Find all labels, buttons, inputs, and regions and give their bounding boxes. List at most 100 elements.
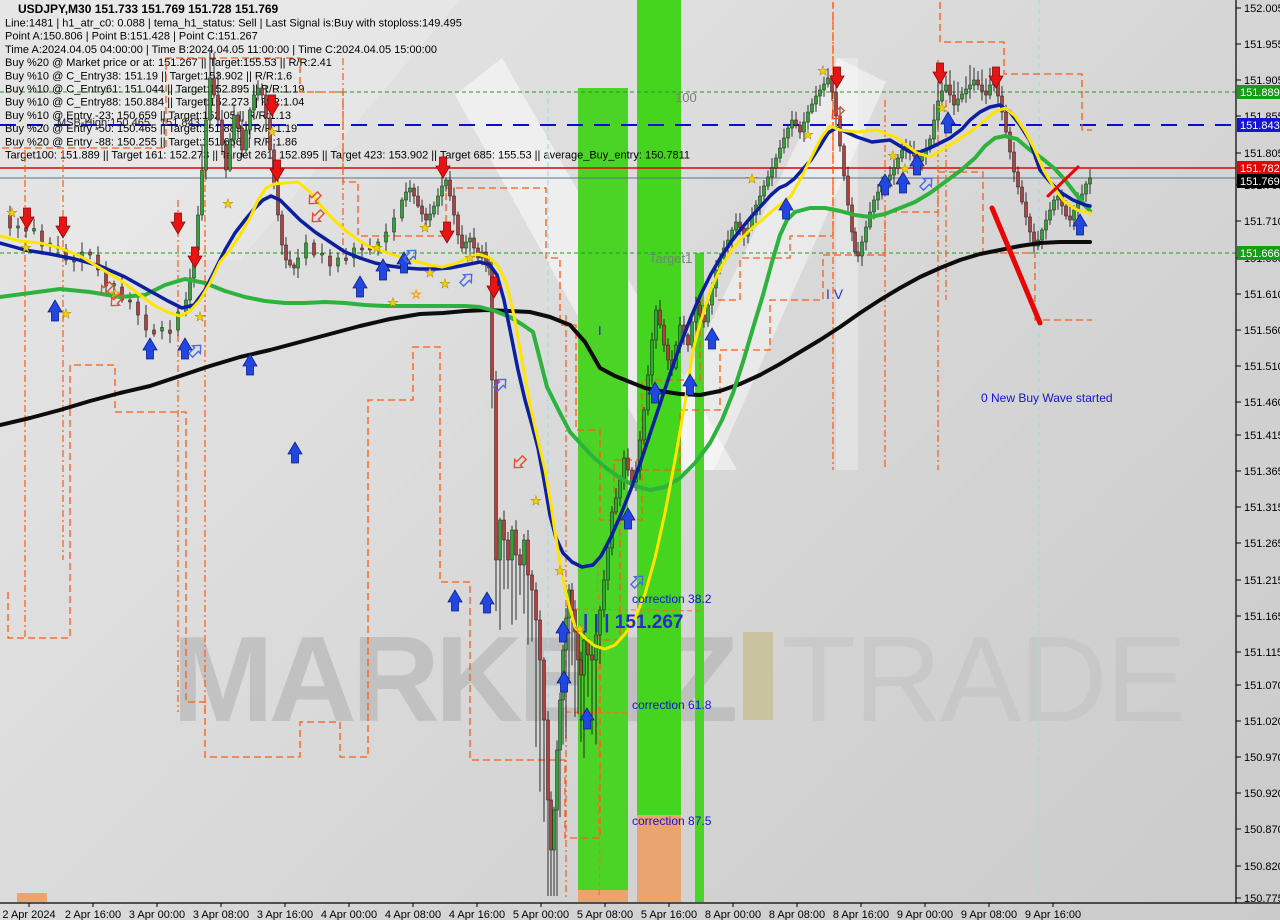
price-axis-label[interactable]: 152.005: [1244, 3, 1280, 15]
price-axis-label[interactable]: 150.970: [1244, 752, 1280, 764]
candle-body[interactable]: [456, 214, 460, 236]
buy-arrow-icon[interactable]: [555, 620, 571, 643]
price-axis-label[interactable]: 151.365: [1244, 466, 1280, 478]
price-axis-label[interactable]: 151.070: [1244, 680, 1280, 692]
candle-body[interactable]: [794, 119, 798, 126]
time-axis-label[interactable]: 5 Apr 00:00: [513, 909, 569, 920]
candle-body[interactable]: [606, 547, 610, 581]
buy-arrow-icon[interactable]: [877, 173, 893, 196]
buy-arrow-icon[interactable]: [47, 299, 63, 322]
price-axis-label[interactable]: 151.905: [1244, 75, 1280, 87]
candle-body[interactable]: [424, 213, 428, 221]
candle-body[interactable]: [292, 264, 296, 269]
time-axis-label[interactable]: 9 Apr 08:00: [961, 909, 1017, 920]
buy-arrow-icon[interactable]: [940, 111, 956, 134]
candle-body[interactable]: [244, 129, 248, 151]
candle-body[interactable]: [549, 799, 553, 851]
sell-arrow-icon[interactable]: [932, 62, 948, 85]
price-axis-label[interactable]: 150.920: [1244, 788, 1280, 800]
candle-body[interactable]: [822, 83, 826, 91]
candle-body[interactable]: [1088, 177, 1092, 185]
candle-body[interactable]: [1008, 131, 1012, 153]
candle-body[interactable]: [296, 257, 300, 269]
candle-body[interactable]: [168, 329, 172, 334]
candle-body[interactable]: [32, 228, 36, 232]
candle-body[interactable]: [552, 809, 556, 851]
candle-body[interactable]: [964, 88, 968, 95]
price-axis-label[interactable]: 151.265: [1244, 538, 1280, 550]
candle-body[interactable]: [984, 90, 988, 96]
candle-body[interactable]: [464, 241, 468, 249]
candle-body[interactable]: [518, 554, 522, 566]
candle-body[interactable]: [336, 257, 340, 267]
candle-body[interactable]: [842, 145, 846, 177]
ma-yellow[interactable]: [0, 106, 1092, 651]
candle-body[interactable]: [392, 217, 396, 233]
candle-body[interactable]: [220, 119, 224, 146]
candle-body[interactable]: [1048, 209, 1052, 221]
price-axis-label[interactable]: 151.560: [1244, 325, 1280, 337]
candle-body[interactable]: [542, 659, 546, 721]
candle-body[interactable]: [502, 519, 506, 541]
price-axis-label[interactable]: 151.805: [1244, 148, 1280, 160]
red-trendline[interactable]: [989, 205, 1043, 326]
candle-body[interactable]: [510, 529, 514, 561]
candle-body[interactable]: [1020, 186, 1024, 203]
candle-body[interactable]: [260, 87, 264, 96]
candle-body[interactable]: [228, 139, 232, 171]
candle-body[interactable]: [662, 324, 666, 346]
candle-body[interactable]: [940, 90, 944, 102]
candle-body[interactable]: [420, 205, 424, 215]
candle-body[interactable]: [400, 199, 404, 219]
candle-body[interactable]: [522, 539, 526, 566]
candle-body[interactable]: [896, 157, 900, 169]
candle-body[interactable]: [416, 195, 420, 207]
candle-body[interactable]: [152, 329, 156, 335]
time-axis-label[interactable]: 2 Apr 2024: [2, 909, 55, 920]
time-axis-label[interactable]: 5 Apr 16:00: [641, 909, 697, 920]
candle-body[interactable]: [1044, 219, 1048, 231]
price-axis-label[interactable]: 150.870: [1244, 824, 1280, 836]
candle-body[interactable]: [1040, 229, 1044, 241]
candle-body[interactable]: [320, 252, 324, 256]
buy-arrow-icon[interactable]: [556, 670, 572, 693]
candle-body[interactable]: [252, 94, 256, 111]
candle-body[interactable]: [872, 199, 876, 213]
price-axis-label[interactable]: 151.460: [1244, 397, 1280, 409]
buy-arrow-icon[interactable]: [375, 258, 391, 281]
sell-arrow-icon[interactable]: [55, 216, 71, 239]
candle-body[interactable]: [976, 79, 980, 86]
candle-body[interactable]: [284, 244, 288, 261]
sell-arrow-icon[interactable]: [988, 66, 1004, 89]
candle-body[interactable]: [558, 699, 562, 751]
candle-body[interactable]: [602, 579, 606, 611]
candle-body[interactable]: [216, 94, 220, 121]
candle-body[interactable]: [1004, 111, 1008, 133]
annotation-label[interactable]: 0 New Buy Wave started: [981, 391, 1113, 405]
buy-arrow-icon[interactable]: [704, 327, 720, 350]
candle-body[interactable]: [576, 631, 580, 661]
candle-body[interactable]: [256, 87, 260, 96]
buy-arrow-icon[interactable]: [1072, 213, 1088, 236]
time-axis-label[interactable]: 2 Apr 16:00: [65, 909, 121, 920]
candle-body[interactable]: [212, 77, 216, 96]
candle-body[interactable]: [312, 242, 316, 256]
candle-body[interactable]: [1072, 209, 1076, 221]
sell-arrow-icon[interactable]: [435, 156, 451, 179]
candle-body[interactable]: [448, 179, 452, 197]
candle-body[interactable]: [590, 654, 594, 661]
candle-body[interactable]: [1016, 171, 1020, 188]
sell-arrow-icon[interactable]: [187, 246, 203, 269]
price-axis-label[interactable]: 151.115: [1244, 647, 1280, 659]
candle-body[interactable]: [876, 191, 880, 201]
price-axis-label[interactable]: 151.955: [1244, 39, 1280, 51]
candle-body[interactable]: [626, 457, 630, 471]
candle-body[interactable]: [136, 301, 140, 316]
candle-body[interactable]: [494, 379, 498, 561]
price-axis-label[interactable]: 151.215: [1244, 575, 1280, 587]
buy-arrow-icon[interactable]: [177, 337, 193, 360]
candle-body[interactable]: [850, 204, 854, 233]
ma-navy[interactable]: [0, 103, 1092, 569]
candle-body[interactable]: [666, 344, 670, 361]
candle-body[interactable]: [846, 175, 850, 206]
